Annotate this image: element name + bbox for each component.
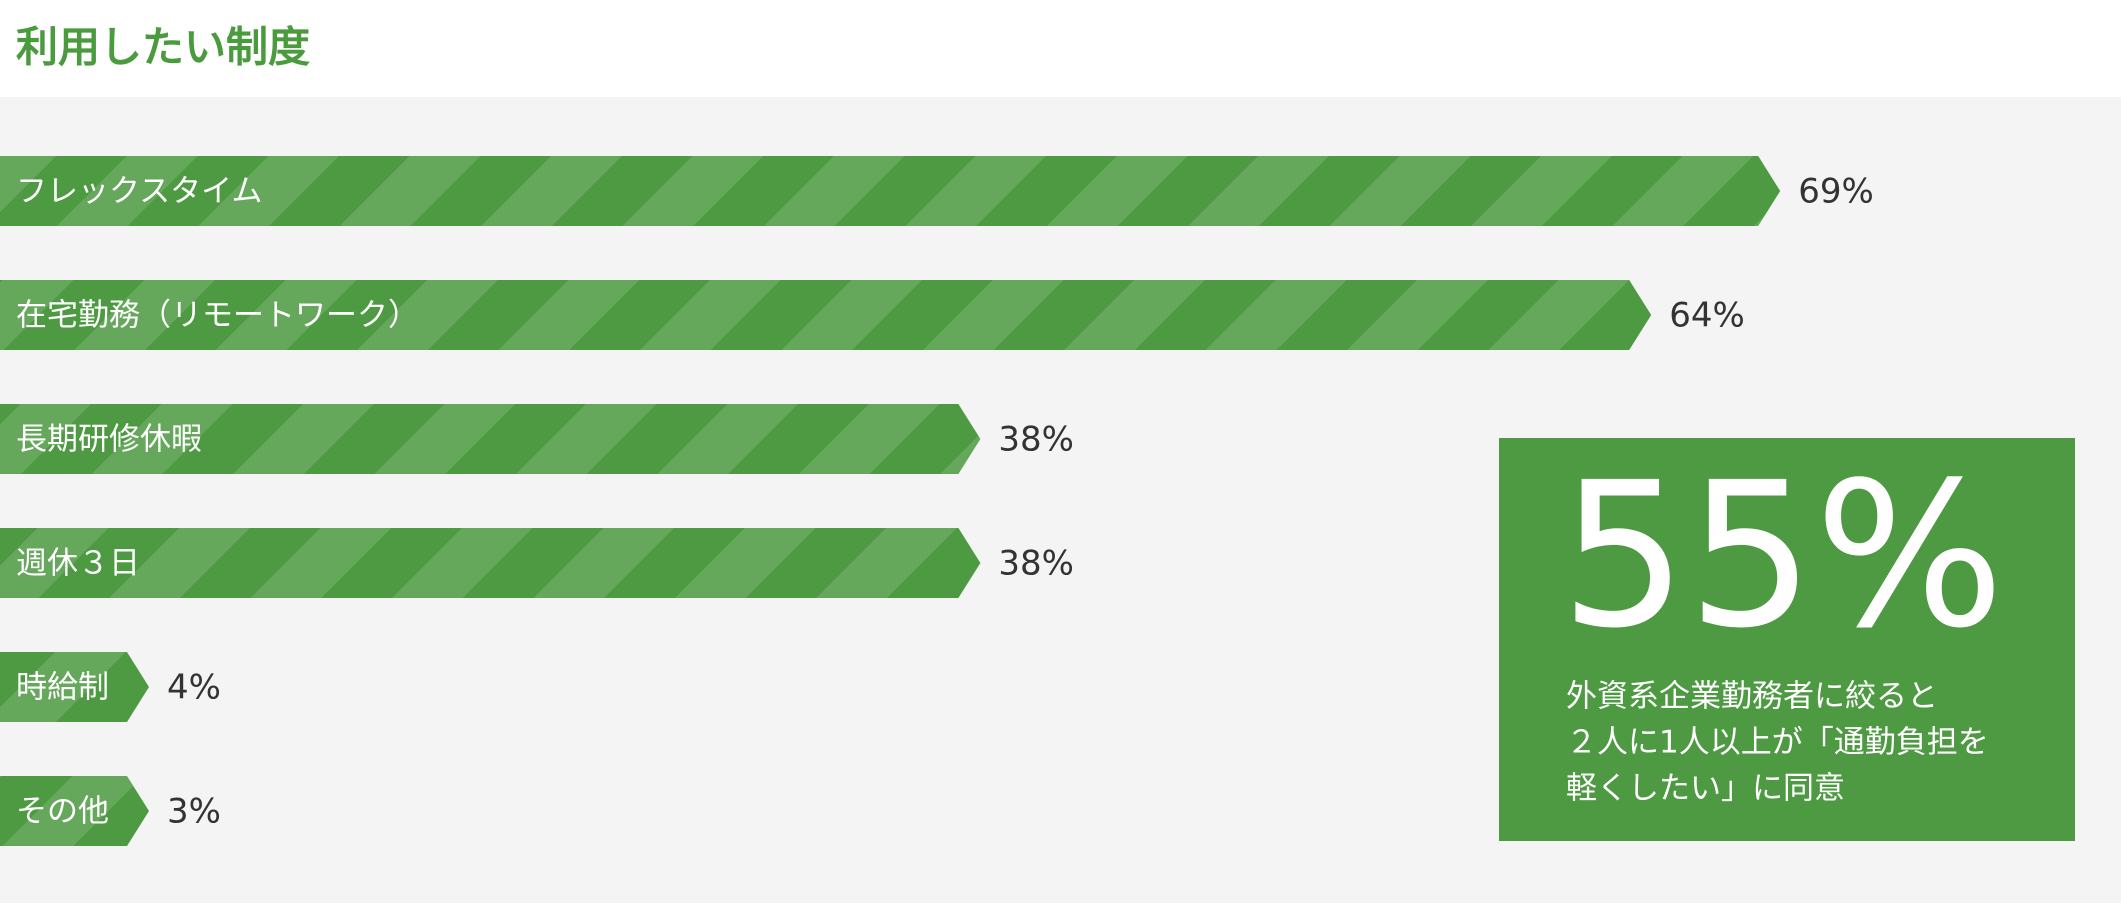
callout-line: 外資系企業勤務者に絞ると [1566, 679, 1938, 715]
bar [0, 280, 1652, 350]
bar-label: 長期研修休暇 [16, 422, 202, 458]
value-label: 4% [167, 668, 221, 708]
callout-line: ２人に1人以上が「通勤負担を [1566, 725, 1989, 761]
callout-box [1499, 438, 2075, 841]
value-label: 38% [998, 420, 1074, 460]
bar-label: 在宅勤務（リモートワーク） [16, 298, 419, 334]
value-label: 3% [167, 792, 221, 832]
header [0, 0, 2121, 97]
bar [0, 652, 149, 722]
callout-line: 軽くしたい」に同意 [1566, 771, 1845, 807]
value-label: 64% [1669, 296, 1745, 336]
chart-title: 利用したい制度 [16, 23, 310, 72]
bar-label: その他 [16, 794, 109, 830]
bar [0, 528, 981, 598]
value-label: 38% [998, 544, 1074, 584]
bar-label: フレックスタイム [16, 174, 262, 210]
bar [0, 776, 149, 846]
bar [0, 404, 981, 474]
bar-label: 時給制 [16, 670, 109, 706]
value-label: 69% [1798, 172, 1874, 212]
bar-label: 週休３日 [16, 546, 140, 582]
callout-headline: 55% [1560, 440, 2005, 673]
bar [0, 156, 1781, 226]
